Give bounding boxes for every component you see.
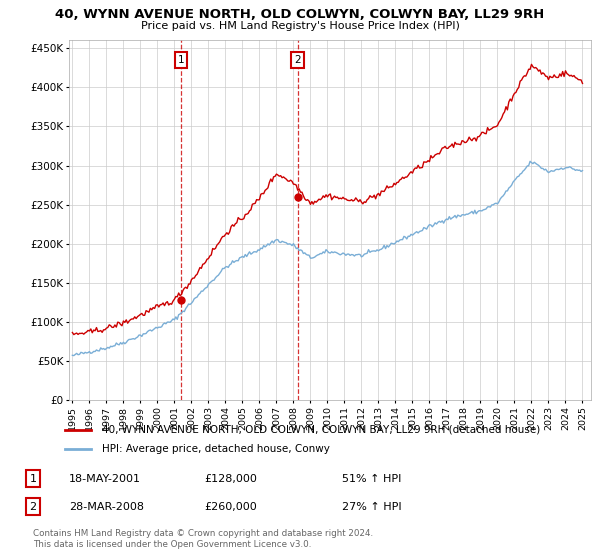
Text: Price paid vs. HM Land Registry's House Price Index (HPI): Price paid vs. HM Land Registry's House … — [140, 21, 460, 31]
Text: £128,000: £128,000 — [204, 474, 257, 484]
Text: 28-MAR-2008: 28-MAR-2008 — [69, 502, 144, 512]
Text: 18-MAY-2001: 18-MAY-2001 — [69, 474, 141, 484]
Text: 1: 1 — [178, 55, 184, 65]
Text: 51% ↑ HPI: 51% ↑ HPI — [342, 474, 401, 484]
Text: £260,000: £260,000 — [204, 502, 257, 512]
Text: 1: 1 — [29, 474, 37, 484]
Text: 40, WYNN AVENUE NORTH, OLD COLWYN, COLWYN BAY, LL29 9RH: 40, WYNN AVENUE NORTH, OLD COLWYN, COLWY… — [55, 8, 545, 21]
Text: Contains HM Land Registry data © Crown copyright and database right 2024.
This d: Contains HM Land Registry data © Crown c… — [33, 529, 373, 549]
Text: 27% ↑ HPI: 27% ↑ HPI — [342, 502, 401, 512]
Text: 2: 2 — [29, 502, 37, 512]
Text: 2: 2 — [294, 55, 301, 65]
Text: 40, WYNN AVENUE NORTH, OLD COLWYN, COLWYN BAY, LL29 9RH (detached house): 40, WYNN AVENUE NORTH, OLD COLWYN, COLWY… — [102, 424, 540, 435]
Text: HPI: Average price, detached house, Conwy: HPI: Average price, detached house, Conw… — [102, 445, 329, 455]
